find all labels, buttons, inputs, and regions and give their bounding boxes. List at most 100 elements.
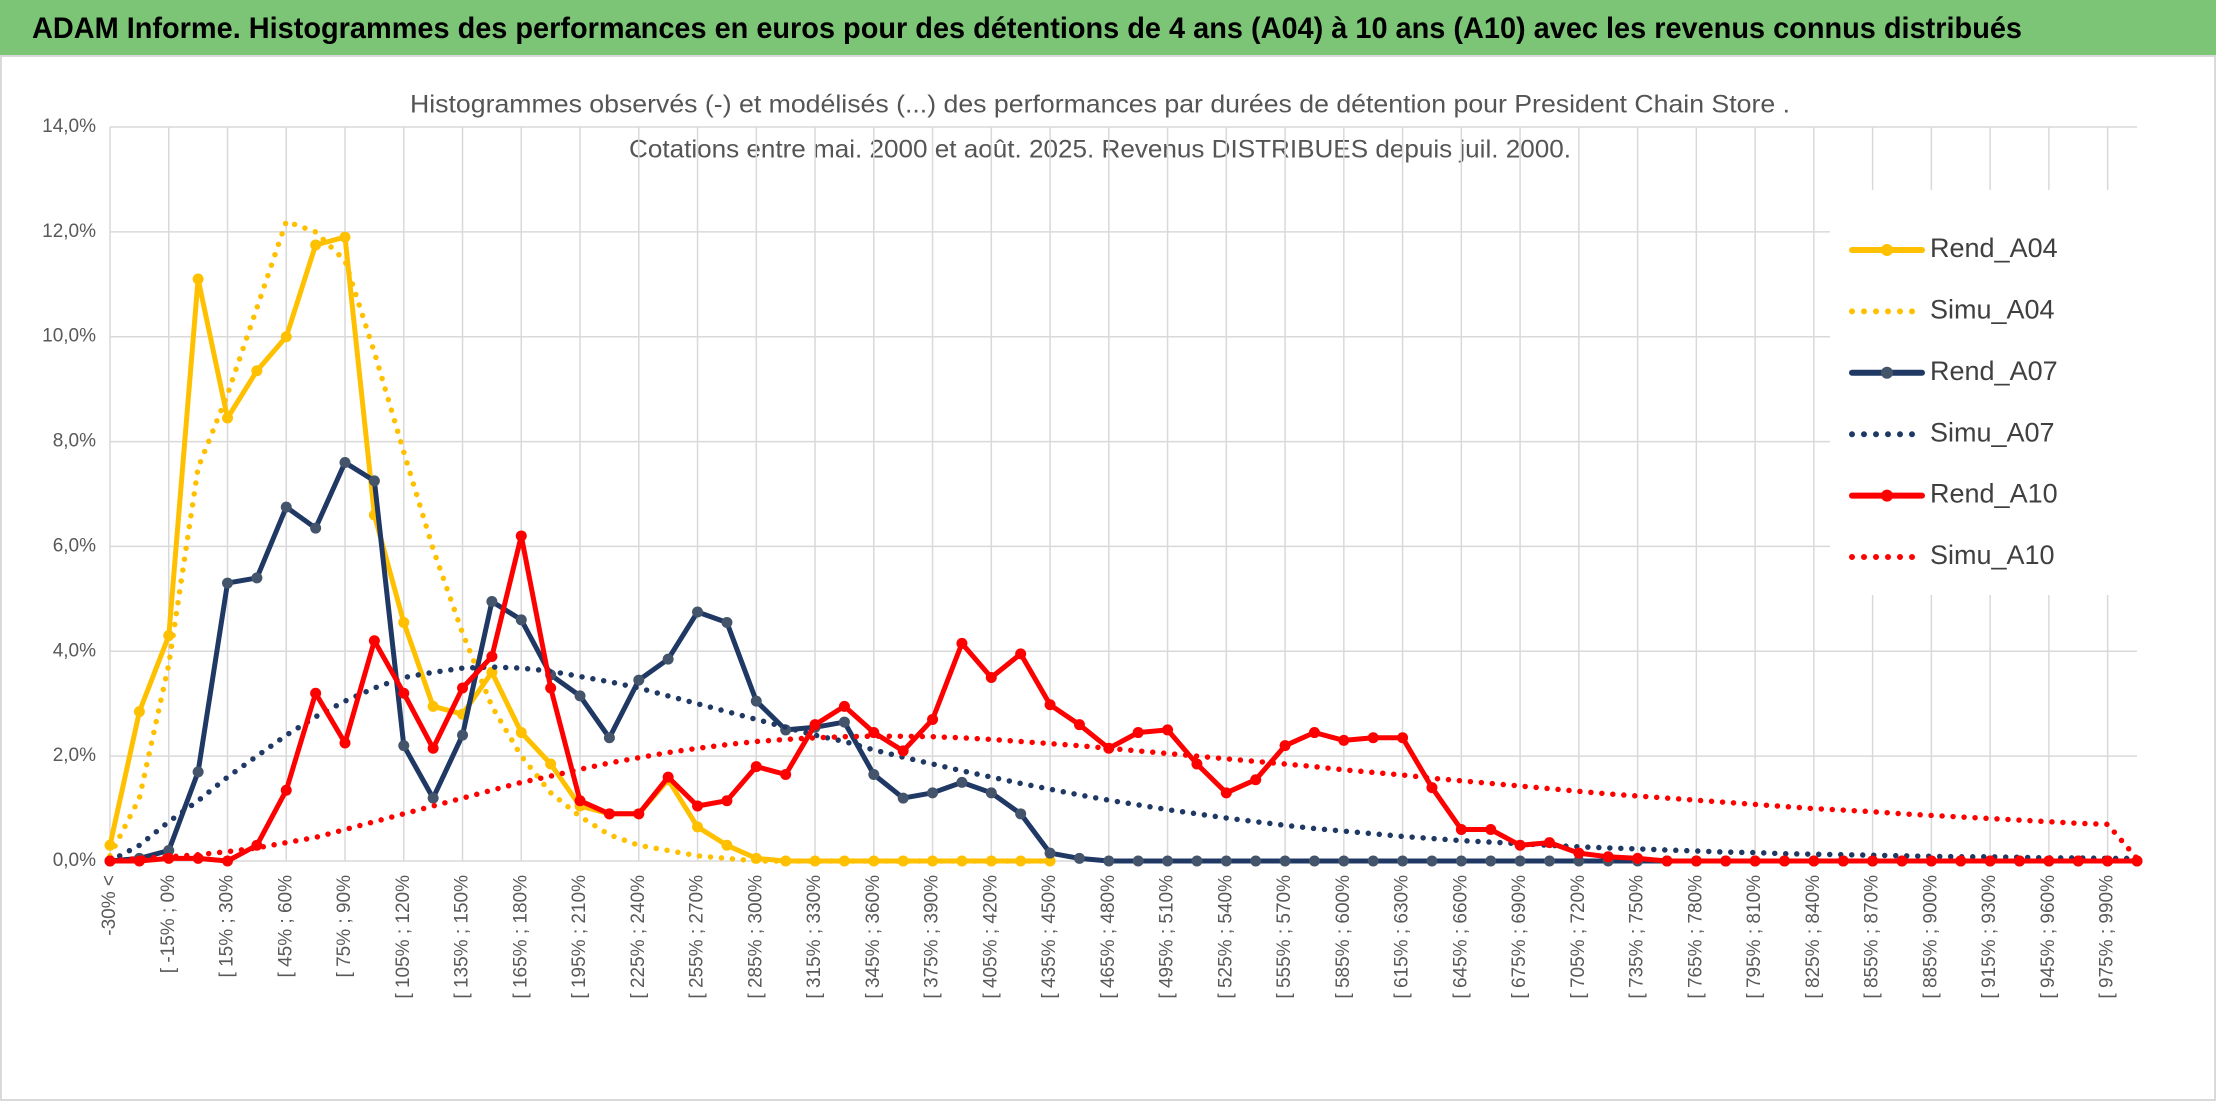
data-point (398, 687, 410, 699)
x-tick-label: [ 105% ; 120% (393, 875, 414, 999)
data-point (1073, 719, 1085, 731)
legend-marker (1881, 366, 1893, 379)
y-tick-label: 2,0% (53, 745, 96, 766)
data-point (662, 653, 674, 665)
data-point (1896, 855, 1908, 867)
data-point (662, 771, 674, 783)
data-point (1044, 699, 1056, 711)
data-point (2072, 855, 2084, 867)
data-point (427, 792, 439, 804)
data-point (339, 737, 351, 749)
data-point (280, 331, 292, 343)
x-tick-label: [ 315% ; 330% (804, 875, 825, 999)
y-tick-label: 4,0% (53, 640, 96, 661)
data-point (692, 800, 704, 812)
data-point (985, 672, 997, 683)
data-point (368, 635, 380, 647)
data-point (1837, 855, 1849, 867)
legend-label: Simu_A04 (1930, 295, 2055, 325)
data-point (515, 530, 527, 542)
x-tick-label: [ 825% ; 840% (1803, 875, 1824, 999)
data-point (897, 792, 909, 804)
data-point (692, 821, 704, 833)
data-point (222, 577, 234, 589)
y-tick-label: 8,0% (53, 431, 96, 452)
data-point (1573, 847, 1585, 859)
data-point (1749, 855, 1761, 867)
data-point (310, 522, 322, 534)
data-point (1573, 855, 1585, 867)
data-point (280, 501, 292, 513)
data-point (486, 651, 498, 663)
data-point (163, 845, 175, 857)
legend-label: Rend_A10 (1930, 479, 2058, 509)
data-point (1808, 855, 1820, 867)
x-tick-label: [ 855% ; 870% (1862, 875, 1883, 999)
y-tick-label: 0,0% (53, 850, 96, 871)
x-tick-label: [ 675% ; 690% (1509, 875, 1530, 999)
data-point (1308, 855, 1320, 867)
data-point (310, 239, 322, 251)
data-point (163, 630, 175, 642)
data-point (1397, 732, 1409, 744)
data-point (251, 365, 263, 377)
data-point (427, 742, 439, 754)
data-point (1455, 824, 1467, 836)
x-tick-label: [ 15% ; 30% (217, 875, 238, 978)
data-point (398, 616, 410, 628)
y-tick-label: 14,0% (42, 116, 96, 137)
data-point (133, 706, 145, 718)
data-point (1132, 855, 1144, 867)
data-point (1308, 727, 1320, 739)
data-point (1426, 782, 1438, 794)
data-point (192, 273, 204, 285)
data-point (1543, 855, 1555, 867)
data-point (1015, 808, 1027, 820)
data-point (838, 700, 850, 712)
legend-label: Simu_A07 (1930, 417, 2055, 447)
data-point (1543, 837, 1555, 849)
data-point (457, 729, 469, 741)
y-tick-label: 10,0% (42, 326, 96, 347)
data-point (1044, 847, 1056, 859)
data-point (633, 808, 645, 820)
data-point (1397, 855, 1409, 867)
data-point (603, 732, 615, 744)
data-point (339, 231, 351, 243)
data-point (486, 595, 498, 607)
subtitle: Histogrammes observés (-) et modélisés (… (410, 91, 1790, 119)
data-point (574, 795, 586, 807)
y-tick-label: 6,0% (53, 535, 96, 556)
data-point (1162, 724, 1174, 736)
x-tick-label: [ 465% ; 480% (1098, 875, 1119, 999)
legend-label: Simu_A10 (1930, 540, 2055, 570)
data-point (1632, 852, 1644, 864)
data-point (1720, 855, 1732, 867)
data-point (809, 719, 821, 731)
data-point (1485, 824, 1497, 836)
x-tick-label: [ 975% ; 990% (2097, 875, 2118, 999)
data-point (750, 761, 762, 773)
data-point (1955, 855, 1967, 867)
data-point (1778, 855, 1790, 867)
x-tick-label: [ 525% ; 540% (1215, 875, 1236, 999)
x-tick-label: [ 735% ; 750% (1627, 875, 1648, 999)
x-tick-label: [ 705% ; 720% (1568, 875, 1589, 999)
series-line (107, 664, 2140, 864)
legend-label: Rend_A04 (1930, 233, 2058, 263)
x-tick-label: [ 435% ; 450% (1039, 875, 1060, 999)
data-point (1250, 774, 1262, 786)
data-point (1220, 855, 1232, 867)
data-point (545, 682, 557, 694)
data-point (310, 687, 322, 699)
legend-label: Rend_A07 (1930, 356, 2058, 386)
series-line (107, 733, 2140, 864)
chart-title: ADAM Informe. Histogrammes des performan… (32, 12, 2022, 45)
x-tick-label: [ 585% ; 600% (1333, 875, 1354, 999)
data-point (515, 727, 527, 739)
x-tick-label: [ -15% ; 0% (158, 875, 179, 973)
data-point (398, 740, 410, 752)
subtitle: Cotations entre mai. 2000 et août. 2025.… (629, 136, 1571, 164)
data-point (1367, 855, 1379, 867)
